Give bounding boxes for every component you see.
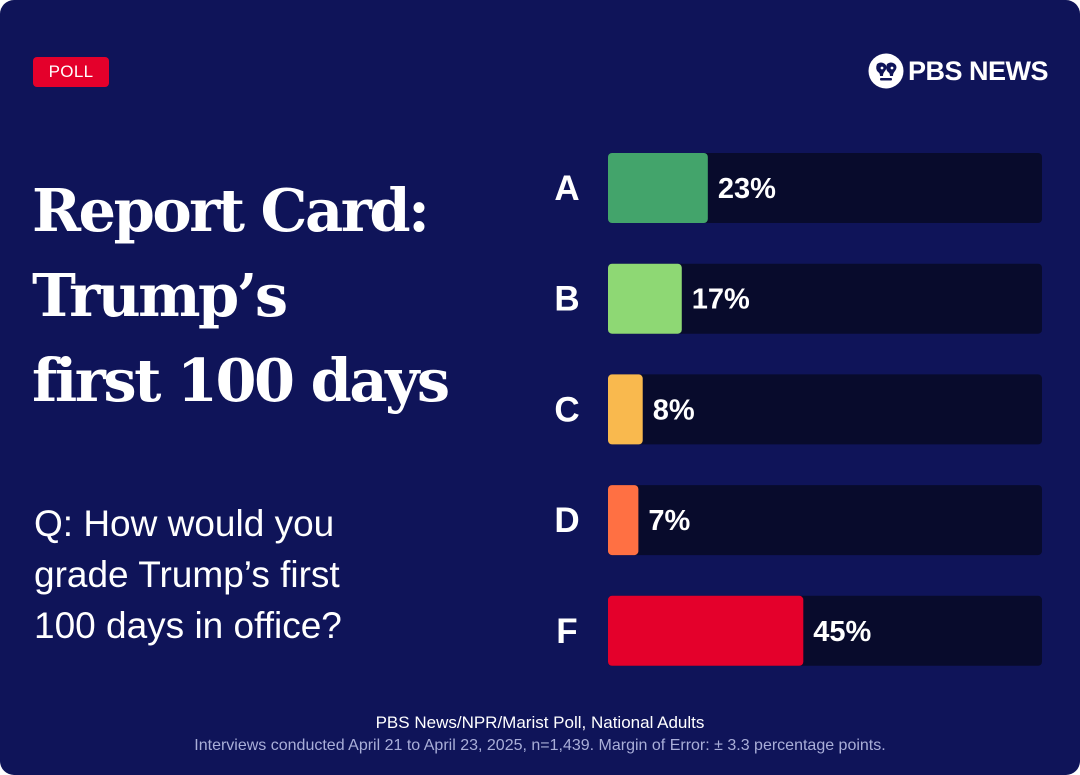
poll-badge: POLL xyxy=(33,57,109,87)
poll-question: Q: How would you grade Trump’s first 100… xyxy=(34,498,504,651)
value-label: 8% xyxy=(653,394,695,426)
bar-grade-c xyxy=(608,374,643,445)
grade-label: C xyxy=(554,390,579,429)
grade-label: F xyxy=(556,612,577,651)
grade-label: B xyxy=(554,280,579,319)
question-line: Q: How would you xyxy=(34,503,335,544)
bar-track xyxy=(608,485,1042,556)
bar-grade-b xyxy=(608,263,682,334)
bar-track xyxy=(608,153,1042,223)
bar-track xyxy=(608,263,1042,334)
footer-source: PBS News/NPR/Marist Poll, National Adult… xyxy=(375,713,705,732)
grade-bar-chart: A 23% B 17% C 8% D 7% F 45% xyxy=(554,153,1042,666)
grade-label: D xyxy=(554,501,579,540)
title-line: Report Card: xyxy=(32,176,430,245)
title-line: Trump’s xyxy=(32,261,288,330)
pbs-head-icon xyxy=(868,53,904,89)
bar-track xyxy=(608,374,1042,445)
brand-name: PBS NEWS xyxy=(908,55,1049,86)
value-label: 45% xyxy=(813,616,871,648)
bar-grade-f xyxy=(608,595,804,666)
grade-label: A xyxy=(554,169,579,208)
value-label: 7% xyxy=(648,505,690,537)
value-label: 17% xyxy=(692,284,750,316)
pbs-news-logo: PBS NEWS xyxy=(868,53,1049,89)
footer-methodology: Interviews conducted April 21 to April 2… xyxy=(194,737,886,754)
bar-grade-d xyxy=(608,485,639,556)
title-line: first 100 days xyxy=(32,346,450,415)
bar-grade-a xyxy=(608,153,708,223)
page-title: Report Card: Trump’s first 100 days xyxy=(32,168,502,423)
question-line: grade Trump’s first xyxy=(34,554,340,595)
question-line: 100 days in office? xyxy=(34,605,342,646)
value-label: 23% xyxy=(718,173,776,205)
